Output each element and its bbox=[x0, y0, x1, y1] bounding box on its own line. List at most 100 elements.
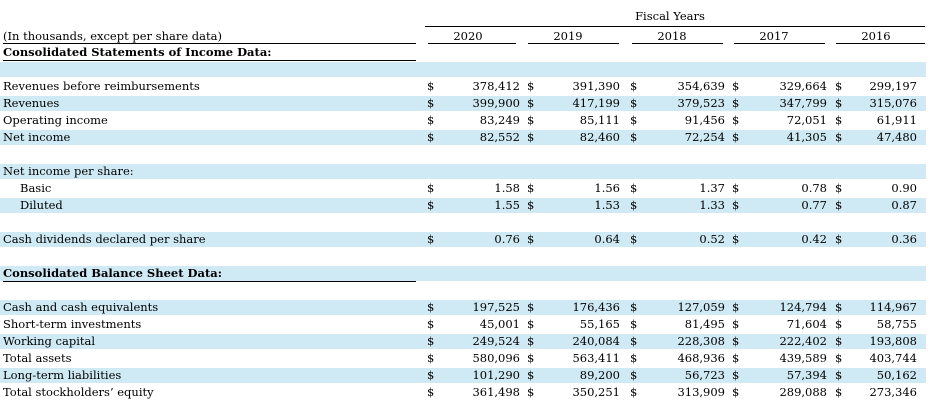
value-cell: 1.55 bbox=[494, 198, 520, 212]
currency-symbol: $ bbox=[732, 198, 740, 212]
year-header: 2017 bbox=[759, 29, 789, 43]
currency-symbol: $ bbox=[630, 351, 638, 365]
value-cell: 391,390 bbox=[572, 79, 620, 93]
currency-symbol: $ bbox=[732, 334, 740, 348]
value-cell: 72,051 bbox=[786, 113, 827, 127]
row-label: Working capital bbox=[3, 334, 96, 348]
currency-symbol: $ bbox=[527, 113, 535, 127]
currency-symbol: $ bbox=[527, 181, 535, 195]
value-cell: 114,967 bbox=[869, 300, 917, 314]
currency-symbol: $ bbox=[732, 113, 740, 127]
row-label: Net income bbox=[3, 130, 71, 144]
year-header-rule bbox=[428, 43, 516, 44]
section-rule bbox=[3, 60, 416, 61]
currency-symbol: $ bbox=[630, 300, 638, 314]
value-cell: 197,525 bbox=[472, 300, 520, 314]
value-cell: 124,794 bbox=[779, 300, 827, 314]
currency-symbol: $ bbox=[630, 198, 638, 212]
row-label: Cash and cash equivalents bbox=[3, 300, 159, 314]
value-cell: 222,402 bbox=[779, 334, 827, 348]
value-cell: 45,001 bbox=[479, 317, 520, 331]
currency-symbol: $ bbox=[835, 198, 843, 212]
value-cell: 0.77 bbox=[801, 198, 827, 212]
currency-symbol: $ bbox=[630, 368, 638, 382]
value-cell: 193,808 bbox=[869, 334, 917, 348]
value-cell: 329,664 bbox=[779, 79, 827, 93]
row-band bbox=[0, 130, 926, 145]
currency-symbol: $ bbox=[630, 385, 638, 399]
value-cell: 0.36 bbox=[891, 232, 917, 246]
value-cell: 299,197 bbox=[869, 79, 917, 93]
value-cell: 378,412 bbox=[472, 79, 520, 93]
row-label: Diluted bbox=[20, 198, 63, 212]
value-cell: 289,088 bbox=[779, 385, 827, 399]
currency-symbol: $ bbox=[732, 181, 740, 195]
value-cell: 56,723 bbox=[684, 368, 725, 382]
value-cell: 240,084 bbox=[572, 334, 620, 348]
currency-symbol: $ bbox=[630, 334, 638, 348]
row-label: Revenues bbox=[3, 96, 60, 110]
currency-symbol: $ bbox=[835, 96, 843, 110]
section-heading: Consolidated Balance Sheet Data: bbox=[3, 266, 222, 280]
currency-symbol: $ bbox=[732, 368, 740, 382]
currency-symbol: $ bbox=[835, 317, 843, 331]
value-cell: 0.76 bbox=[494, 232, 520, 246]
currency-symbol: $ bbox=[427, 385, 435, 399]
value-cell: 57,394 bbox=[786, 368, 827, 382]
currency-symbol: $ bbox=[630, 113, 638, 127]
currency-symbol: $ bbox=[630, 181, 638, 195]
currency-symbol: $ bbox=[527, 130, 535, 144]
value-cell: 228,308 bbox=[677, 334, 725, 348]
currency-symbol: $ bbox=[527, 300, 535, 314]
currency-symbol: $ bbox=[527, 198, 535, 212]
units-note: (In thousands, except per share data) bbox=[3, 29, 222, 43]
row-band bbox=[0, 96, 926, 111]
currency-symbol: $ bbox=[835, 351, 843, 365]
year-header-rule bbox=[528, 43, 619, 44]
row-label: Revenues before reimbursements bbox=[3, 79, 200, 93]
value-cell: 350,251 bbox=[572, 385, 620, 399]
currency-symbol: $ bbox=[630, 232, 638, 246]
currency-symbol: $ bbox=[630, 130, 638, 144]
year-header: 2016 bbox=[861, 29, 891, 43]
value-cell: 1.33 bbox=[699, 198, 725, 212]
row-label: Operating income bbox=[3, 113, 108, 127]
value-cell: 1.53 bbox=[594, 198, 620, 212]
currency-symbol: $ bbox=[427, 368, 435, 382]
currency-symbol: $ bbox=[427, 79, 435, 93]
currency-symbol: $ bbox=[427, 334, 435, 348]
currency-symbol: $ bbox=[732, 385, 740, 399]
value-cell: 81,495 bbox=[684, 317, 725, 331]
row-band bbox=[0, 266, 926, 281]
value-cell: 127,059 bbox=[677, 300, 725, 314]
value-cell: 0.78 bbox=[801, 181, 827, 195]
currency-symbol: $ bbox=[835, 232, 843, 246]
currency-symbol: $ bbox=[427, 351, 435, 365]
row-band bbox=[0, 198, 926, 213]
currency-symbol: $ bbox=[835, 385, 843, 399]
value-cell: 0.64 bbox=[594, 232, 620, 246]
value-cell: 468,936 bbox=[677, 351, 725, 365]
row-label: Total assets bbox=[3, 351, 72, 365]
value-cell: 347,799 bbox=[779, 96, 827, 110]
row-label: Total stockholders’ equity bbox=[3, 385, 154, 399]
currency-symbol: $ bbox=[835, 334, 843, 348]
row-label: Cash dividends declared per share bbox=[3, 232, 206, 246]
currency-symbol: $ bbox=[527, 79, 535, 93]
currency-symbol: $ bbox=[835, 130, 843, 144]
currency-symbol: $ bbox=[527, 368, 535, 382]
currency-symbol: $ bbox=[427, 181, 435, 195]
value-cell: 82,552 bbox=[479, 130, 520, 144]
currency-symbol: $ bbox=[835, 79, 843, 93]
year-header: 2019 bbox=[553, 29, 583, 43]
value-cell: 273,346 bbox=[869, 385, 917, 399]
currency-symbol: $ bbox=[527, 232, 535, 246]
currency-symbol: $ bbox=[835, 181, 843, 195]
currency-symbol: $ bbox=[527, 385, 535, 399]
value-cell: 1.37 bbox=[699, 181, 725, 195]
currency-symbol: $ bbox=[527, 317, 535, 331]
value-cell: 1.58 bbox=[494, 181, 520, 195]
value-cell: 313,909 bbox=[677, 385, 725, 399]
value-cell: 85,111 bbox=[579, 113, 620, 127]
